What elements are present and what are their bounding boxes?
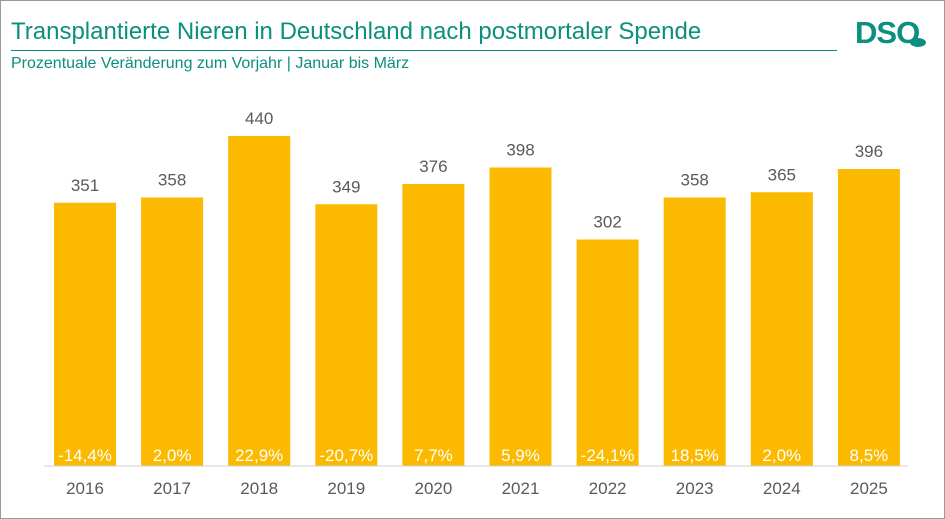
bar-2016 bbox=[54, 202, 116, 466]
x-tick-label-2017: 2017 bbox=[153, 479, 191, 498]
value-label-2018: 440 bbox=[245, 109, 273, 128]
percent-label-2018: 22,9% bbox=[235, 446, 283, 465]
value-label-2020: 376 bbox=[419, 157, 447, 176]
value-label-2016: 351 bbox=[71, 176, 99, 195]
bar-2025 bbox=[837, 169, 900, 466]
title-divider bbox=[11, 50, 837, 51]
percent-label-2016: -14,4% bbox=[58, 446, 112, 465]
percent-label-2019: -20,7% bbox=[319, 446, 373, 465]
bar-2024 bbox=[750, 192, 813, 466]
chart-subtitle: Prozentuale Veränderung zum Vorjahr | Ja… bbox=[11, 55, 410, 72]
x-tick-label-2025: 2025 bbox=[850, 479, 888, 498]
value-label-2025: 396 bbox=[855, 142, 883, 161]
dso-logo: DSO bbox=[855, 15, 920, 50]
percent-label-2024: 2,0% bbox=[762, 446, 801, 465]
x-tick-label-2018: 2018 bbox=[240, 479, 278, 498]
bar-2022 bbox=[576, 239, 639, 466]
percent-label-2017: 2,0% bbox=[153, 446, 192, 465]
percent-label-2021: 5,9% bbox=[501, 446, 540, 465]
value-label-2024: 365 bbox=[768, 165, 796, 184]
value-label-2022: 302 bbox=[593, 213, 621, 232]
bars-group bbox=[54, 136, 900, 466]
value-label-2021: 398 bbox=[506, 141, 534, 160]
bar-2018 bbox=[228, 136, 291, 466]
bar-2023 bbox=[663, 197, 726, 466]
bar-2020 bbox=[402, 184, 465, 466]
percent-label-2022: -24,1% bbox=[581, 446, 635, 465]
logo-dot-icon bbox=[910, 38, 926, 47]
labels-group: 351 -14,4% 2016 358 2,0% 2017 440 22,9% 2018 349 -… bbox=[58, 109, 888, 498]
x-tick-label-2016: 2016 bbox=[66, 479, 104, 498]
percent-label-2025: 8,5% bbox=[850, 446, 889, 465]
bar-2017 bbox=[141, 197, 204, 466]
x-tick-label-2021: 2021 bbox=[502, 479, 540, 498]
bar-2021 bbox=[489, 167, 552, 466]
value-label-2023: 358 bbox=[681, 171, 709, 190]
x-tick-label-2020: 2020 bbox=[414, 479, 452, 498]
x-tick-label-2022: 2022 bbox=[589, 479, 627, 498]
percent-label-2020: 7,7% bbox=[414, 446, 453, 465]
bar-2019 bbox=[315, 204, 378, 466]
chart-title: Transplantierte Nieren in Deutschland na… bbox=[11, 18, 702, 45]
percent-label-2023: 18,5% bbox=[671, 446, 719, 465]
value-label-2017: 358 bbox=[158, 171, 186, 190]
x-tick-label-2024: 2024 bbox=[763, 479, 801, 498]
x-tick-label-2023: 2023 bbox=[676, 479, 714, 498]
x-tick-label-2019: 2019 bbox=[327, 479, 365, 498]
value-label-2019: 349 bbox=[332, 177, 360, 196]
